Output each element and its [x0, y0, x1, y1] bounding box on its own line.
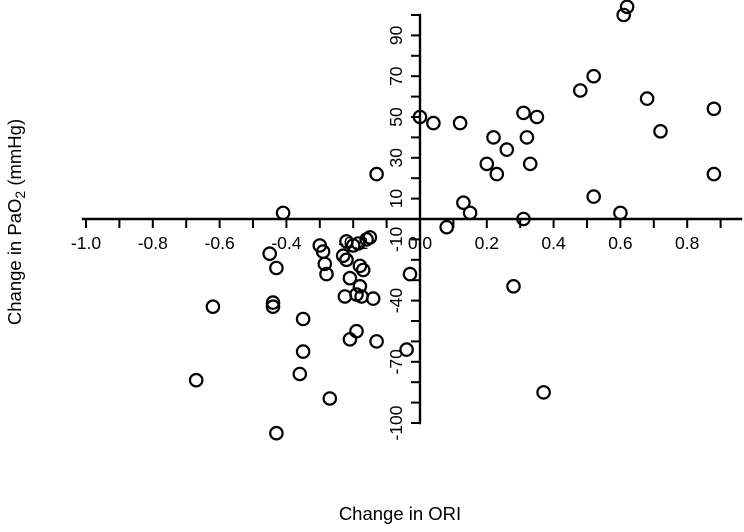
- data-point: [519, 130, 535, 145]
- x-tick-label: -0.8: [138, 233, 168, 253]
- data-point: [586, 68, 601, 84]
- data-point: [412, 109, 428, 125]
- data-point: [529, 109, 545, 125]
- data-point: [486, 130, 501, 145]
- y-tick-label: -40: [386, 288, 406, 314]
- data-point: [489, 166, 505, 182]
- y-tick-label: -10: [386, 226, 406, 252]
- y-tick-label: 10: [386, 189, 406, 209]
- data-point: [262, 246, 277, 261]
- data-point: [188, 372, 204, 388]
- data-point: [586, 189, 601, 204]
- x-tick-label: 0.8: [675, 233, 699, 253]
- data-point: [613, 205, 628, 221]
- data-point: [462, 205, 478, 221]
- data-point: [365, 291, 381, 306]
- data-point: [359, 232, 374, 247]
- y-tick-label: 90: [386, 25, 406, 45]
- data-point: [653, 124, 668, 139]
- data-point: [292, 366, 308, 382]
- data-point: [456, 195, 471, 210]
- data-point: [439, 219, 454, 235]
- y-tick-label: -70: [386, 349, 406, 375]
- data-point: [499, 142, 515, 157]
- axes-layer: [81, 13, 743, 425]
- data-point: [352, 278, 368, 294]
- data-point: [616, 7, 631, 23]
- data-point: [402, 266, 418, 282]
- data-point: [345, 238, 361, 253]
- data-point: [269, 425, 284, 441]
- data-point: [572, 83, 588, 98]
- data-point: [265, 299, 281, 314]
- x-tick-label: -0.6: [205, 233, 235, 253]
- data-point: [506, 278, 521, 294]
- data-point: [369, 166, 384, 182]
- data-point: [352, 258, 368, 274]
- data-point: [322, 391, 338, 406]
- data-point: [269, 260, 284, 276]
- data-point: [339, 252, 354, 268]
- data-point: [342, 270, 358, 286]
- y-tick-label: 30: [386, 148, 406, 168]
- x-tick-label: -1.0: [71, 233, 101, 253]
- data-point: [319, 266, 334, 282]
- x-tick-label: 0.2: [475, 233, 499, 253]
- data-point: [335, 248, 351, 263]
- data-point: [452, 115, 468, 131]
- data-point: [536, 385, 551, 400]
- data-point: [516, 105, 531, 121]
- data-point: [355, 262, 371, 278]
- data-point: [317, 256, 333, 272]
- y-tick-label: 50: [386, 107, 406, 127]
- y-axis-title: Change in PaO2 (mmHg): [4, 119, 28, 325]
- data-point: [639, 91, 655, 106]
- data-point: [619, 0, 635, 15]
- data-point: [205, 299, 221, 314]
- data-point: [342, 332, 358, 347]
- data-point: [369, 334, 384, 349]
- data-point: [426, 115, 441, 131]
- y-tick-label: 70: [386, 66, 406, 86]
- data-point: [706, 101, 722, 117]
- data-point: [295, 311, 311, 327]
- data-point: [295, 344, 311, 359]
- data-point: [522, 156, 538, 172]
- data-point: [349, 323, 364, 339]
- data-points-layer: [188, 0, 722, 441]
- data-point: [399, 342, 414, 357]
- x-tick-label: 0.6: [608, 233, 632, 253]
- y-tick-label: -100: [386, 405, 406, 440]
- data-point: [706, 166, 722, 182]
- x-tick-label: 0.4: [541, 233, 566, 253]
- data-point: [479, 156, 495, 172]
- data-point: [265, 295, 281, 310]
- x-tick-label: -0.4: [271, 233, 301, 253]
- data-point: [516, 211, 531, 227]
- x-axis-title: Change in ORI: [339, 503, 461, 524]
- tick-labels-layer: -1.0 -0.8 -0.6 -0.4 -0.2 0.0 0.2 0.4 0.6 0.890705…: [71, 25, 699, 440]
- data-point: [275, 205, 291, 221]
- data-point: [337, 289, 353, 304]
